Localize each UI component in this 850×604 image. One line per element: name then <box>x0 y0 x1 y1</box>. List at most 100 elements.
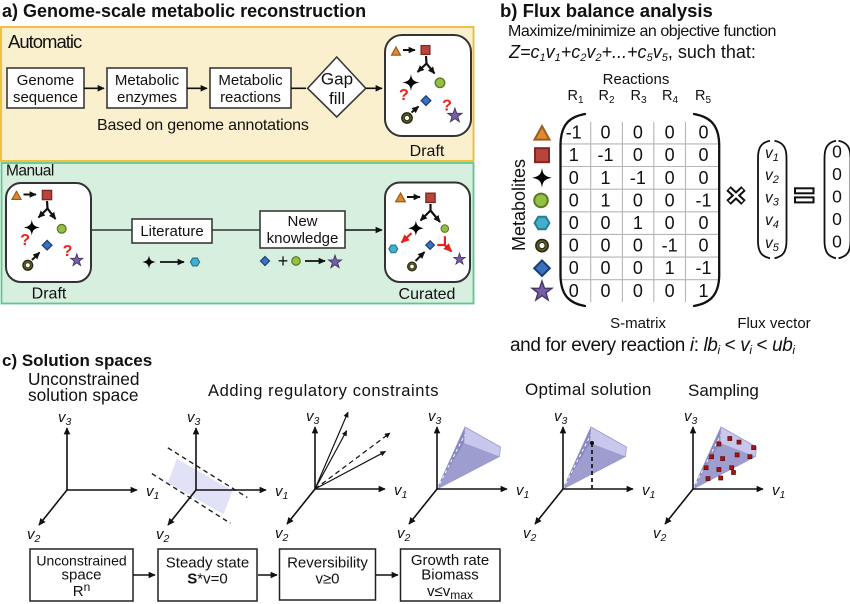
svg-text:Unconstrained: Unconstrained <box>28 369 139 389</box>
svg-text:v4: v4 <box>765 212 779 231</box>
svg-text:v3: v3 <box>58 409 72 428</box>
svg-text:v1: v1 <box>772 482 785 501</box>
svg-text:R2: R2 <box>599 88 615 106</box>
svg-text:0: 0 <box>832 187 842 207</box>
svg-text:0: 0 <box>600 281 610 301</box>
svg-text:Adding regulatory constraint: Adding regulatory constraints <box>208 382 439 400</box>
svg-text:knowledge: knowledge <box>267 230 339 247</box>
svg-text:0: 0 <box>665 123 675 143</box>
svg-text:-1: -1 <box>630 168 646 188</box>
svg-text:R4: R4 <box>662 88 678 106</box>
svg-text:v1: v1 <box>765 145 779 164</box>
svg-text:0: 0 <box>665 190 675 210</box>
svg-text:v3: v3 <box>428 408 442 427</box>
svg-text:S-matrix: S-matrix <box>610 315 666 332</box>
svg-text:0: 0 <box>600 236 610 256</box>
svg-text:and for every reaction i: lbi: and for every reaction i: lbi < vi < ubi <box>510 335 795 357</box>
svg-text:-1: -1 <box>566 123 582 143</box>
svg-text:0: 0 <box>569 168 579 188</box>
svg-text:v2: v2 <box>156 526 170 545</box>
svg-text:Metabolic: Metabolic <box>115 72 180 89</box>
svg-text:sequence: sequence <box>13 89 78 106</box>
svg-text:R3: R3 <box>631 88 647 106</box>
svg-text:Metabolites: Metabolites <box>509 159 529 251</box>
svg-text:space: space <box>61 567 101 584</box>
svg-text:1: 1 <box>698 281 708 301</box>
svg-text:0: 0 <box>569 190 579 210</box>
svg-text:0: 0 <box>832 232 842 252</box>
svg-text:0: 0 <box>569 213 579 233</box>
svg-text:Draft: Draft <box>32 286 67 303</box>
svg-text:0: 0 <box>698 145 708 165</box>
svg-text:v2: v2 <box>765 167 779 186</box>
svg-text:-1: -1 <box>695 190 711 210</box>
svg-text:v3: v3 <box>765 190 780 209</box>
svg-text:R5: R5 <box>695 88 711 106</box>
svg-text:enzymes: enzymes <box>117 89 177 106</box>
svg-text:1: 1 <box>600 168 610 188</box>
svg-text:0: 0 <box>633 236 643 256</box>
svg-text:0: 0 <box>633 123 643 143</box>
svg-text:a) Genome-scale metabolic reco: a) Genome-scale metabolic reconstruction <box>2 1 366 21</box>
svg-text:+: + <box>278 251 289 271</box>
svg-text:1: 1 <box>569 145 579 165</box>
svg-text:Reactions: Reactions <box>603 71 670 88</box>
svg-text:v≥0: v≥0 <box>315 571 339 588</box>
svg-text:?: ? <box>20 232 30 249</box>
svg-text:0: 0 <box>665 145 675 165</box>
svg-text:0: 0 <box>832 142 842 162</box>
svg-text:Draft: Draft <box>410 143 445 160</box>
svg-text:1: 1 <box>665 258 675 278</box>
svg-text:Gap: Gap <box>321 70 353 89</box>
svg-text:0: 0 <box>569 281 579 301</box>
svg-text:0: 0 <box>698 123 708 143</box>
svg-text:v1: v1 <box>516 482 529 501</box>
svg-text:0: 0 <box>600 258 610 278</box>
svg-text:0: 0 <box>600 123 610 143</box>
svg-text:v1: v1 <box>146 483 159 502</box>
svg-text:?: ? <box>442 98 452 115</box>
svg-text:v3: v3 <box>684 408 698 427</box>
svg-text:v1: v1 <box>642 482 655 501</box>
svg-text:?: ? <box>399 87 409 104</box>
svg-text:1: 1 <box>600 190 610 210</box>
svg-text:v3: v3 <box>554 408 568 427</box>
svg-text:v5: v5 <box>765 235 780 254</box>
svg-text:Reversibility: Reversibility <box>287 555 368 572</box>
svg-text:v1: v1 <box>394 482 407 501</box>
svg-text:v2: v2 <box>523 525 537 544</box>
svg-text:R1: R1 <box>568 88 584 106</box>
svg-text:Curated: Curated <box>399 286 456 303</box>
svg-text:Z=c1v1+c2v2+...+c5v5, such tha: Z=c1v1+c2v2+...+c5v5, such that: <box>508 42 756 64</box>
svg-text:v2: v2 <box>27 526 41 545</box>
svg-text:c) Solution spaces: c) Solution spaces <box>2 351 152 370</box>
svg-text:0: 0 <box>633 145 643 165</box>
svg-text:?: ? <box>63 243 73 260</box>
svg-text:0: 0 <box>633 190 643 210</box>
svg-text:0: 0 <box>832 209 842 229</box>
svg-text:0: 0 <box>832 164 842 184</box>
svg-text:0: 0 <box>698 168 708 188</box>
svg-text:Biomass: Biomass <box>421 567 479 584</box>
svg-text:-1: -1 <box>662 236 678 256</box>
svg-text:v2: v2 <box>275 525 289 544</box>
svg-text:1: 1 <box>633 213 643 233</box>
svg-text:Literature: Literature <box>140 223 203 240</box>
svg-text:Sampling: Sampling <box>688 381 759 400</box>
svg-text:Manual: Manual <box>6 163 54 180</box>
svg-text:0: 0 <box>665 213 675 233</box>
svg-text:Growth rate: Growth rate <box>411 552 489 569</box>
svg-text:Based on genome annotations: Based on genome annotations <box>97 117 309 134</box>
svg-text:v2: v2 <box>653 525 667 544</box>
svg-text:Steady state: Steady state <box>166 555 249 572</box>
svg-text:0: 0 <box>698 236 708 256</box>
svg-text:v2: v2 <box>397 525 411 544</box>
svg-text:Maximize/minimize an objective: Maximize/minimize an objective function <box>508 23 776 40</box>
svg-text:solution space: solution space <box>28 385 138 405</box>
svg-text:0: 0 <box>698 213 708 233</box>
svg-text:fill: fill <box>329 89 345 108</box>
svg-text:S*v=0: S*v=0 <box>187 571 227 588</box>
svg-text:Automatic: Automatic <box>8 31 82 52</box>
svg-text:Flux vector: Flux vector <box>737 315 810 332</box>
svg-text:0: 0 <box>633 258 643 278</box>
